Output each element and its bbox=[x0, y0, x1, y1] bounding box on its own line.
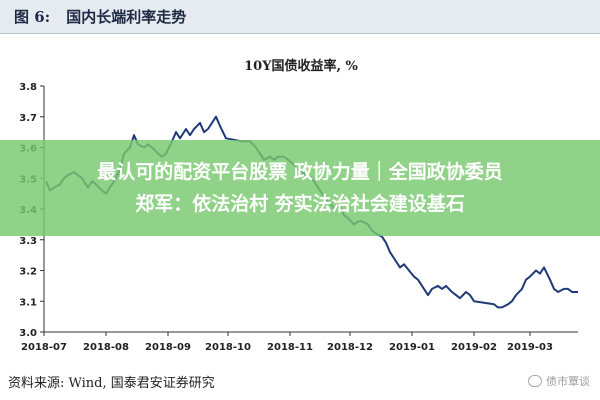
x-tick-label: 2018-12 bbox=[327, 342, 373, 353]
chart-title: 10Y国债收益率, % bbox=[244, 58, 358, 74]
y-tick-label: 3.0 bbox=[19, 328, 37, 339]
y-tick-label: 3.1 bbox=[19, 297, 37, 308]
figure-title: 国内长端利率走势 bbox=[66, 8, 187, 26]
banner-line-1: 最认可的配资平台股票 政协力量｜全国政协委员 bbox=[97, 161, 503, 183]
y-tick-label: 3.8 bbox=[19, 82, 37, 93]
figure-header: 图 6: 国内长端利率走势 bbox=[0, 0, 600, 34]
y-tick-label: 3.7 bbox=[19, 113, 37, 124]
x-tick-label: 2019-03 bbox=[507, 342, 553, 353]
x-tick-label: 2018-07 bbox=[21, 342, 67, 353]
x-tick-label: 2018-09 bbox=[145, 342, 191, 353]
x-tick-label: 2018-10 bbox=[205, 342, 251, 353]
banner-line-2: 郑军：依法治村 夯实法治社会建设基石 bbox=[135, 193, 465, 215]
y-tick-label: 3.3 bbox=[19, 236, 37, 247]
x-tick-label: 2018-08 bbox=[83, 342, 129, 353]
watermark-text: 债市覃谈 bbox=[546, 375, 590, 388]
x-tick-label: 2019-02 bbox=[451, 342, 497, 353]
x-tick-label: 2019-01 bbox=[389, 342, 435, 353]
wechat-icon bbox=[528, 375, 542, 387]
y-tick-label: 3.2 bbox=[19, 267, 37, 278]
overlay-banner[interactable]: 最认可的配资平台股票 政协力量｜全国政协委员 郑军：依法治村 夯实法治社会建设基… bbox=[0, 140, 600, 236]
figure-label: 图 6: bbox=[14, 8, 51, 26]
x-tick-label: 2018-11 bbox=[267, 342, 313, 353]
source-note: 资料来源: Wind, 国泰君安证券研究 bbox=[8, 376, 215, 391]
watermark: 债市覃谈 bbox=[528, 373, 590, 389]
